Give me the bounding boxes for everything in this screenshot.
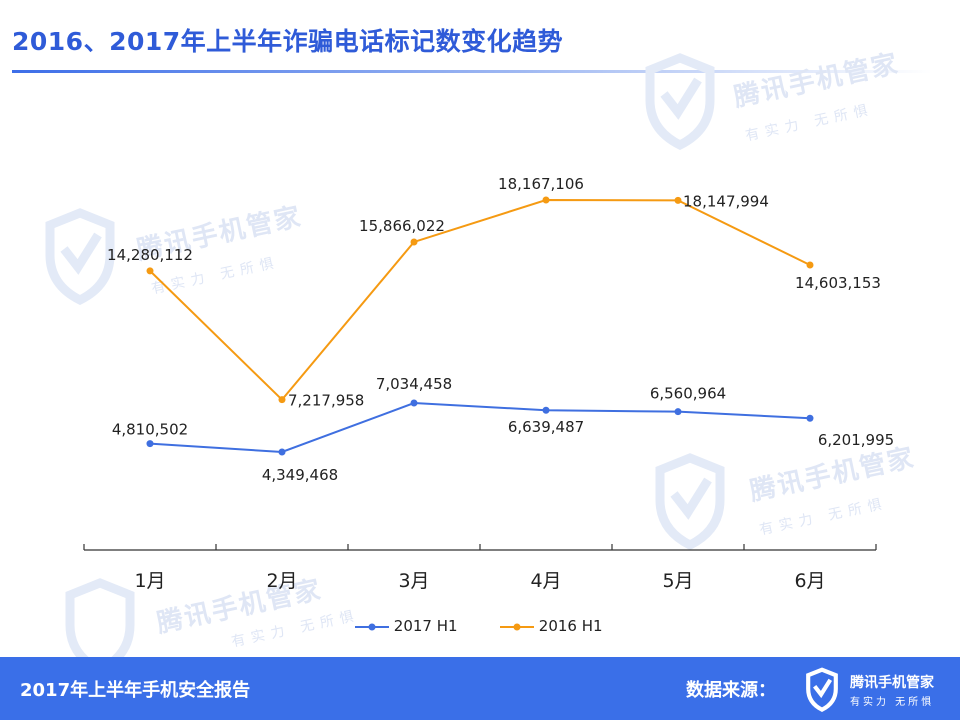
x-tick-label: 2月	[266, 570, 297, 592]
x-tick-label: 4月	[530, 570, 561, 592]
data-point	[278, 448, 286, 456]
brand-slogan: 有实力 无所惧	[850, 697, 935, 708]
data-label: 6,201,995	[818, 431, 894, 449]
legend: 2017 H1 2016 H1	[0, 617, 960, 647]
chart-title: 2016、2017年上半年诈骗电话标记数变化趋势	[12, 27, 564, 56]
data-point	[806, 414, 814, 422]
data-label: 15,866,022	[359, 217, 445, 235]
legend-label-2017: 2017 H1	[393, 617, 458, 635]
report-name: 2017年上半年手机安全报告	[20, 680, 251, 701]
data-label: 7,034,458	[376, 375, 452, 393]
data-label: 14,603,153	[795, 274, 881, 292]
source-label: 数据来源：	[686, 680, 776, 701]
data-point	[542, 196, 550, 204]
x-tick-label: 5月	[662, 570, 693, 592]
data-point	[542, 406, 550, 414]
series-line	[149, 402, 811, 454]
brand-name: 腾讯手机管家	[850, 675, 934, 691]
data-label: 4,810,502	[112, 421, 188, 439]
legend-label-2016: 2016 H1	[538, 617, 603, 635]
data-point	[410, 238, 418, 246]
tencent-shield-logo-icon	[806, 667, 838, 712]
data-point	[146, 267, 154, 275]
data-label: 18,147,994	[683, 192, 769, 210]
legend-item-2017[interactable]: 2017 H1	[355, 617, 458, 635]
data-label: 7,217,958	[288, 392, 364, 410]
data-point	[146, 440, 154, 448]
data-point	[674, 408, 682, 416]
data-point	[278, 396, 286, 404]
data-point	[674, 196, 682, 204]
data-label: 6,560,964	[650, 385, 726, 403]
data-label: 6,639,487	[508, 418, 584, 436]
data-label: 18,167,106	[498, 175, 584, 193]
title-underline	[12, 70, 932, 73]
x-tick-label: 1月	[134, 570, 165, 592]
x-tick-label: 6月	[794, 570, 825, 592]
legend-marker-2017	[355, 623, 389, 630]
x-tick-label: 3月	[398, 570, 429, 592]
legend-marker-2016	[500, 623, 534, 630]
data-label: 4,349,468	[262, 466, 338, 484]
data-label: 14,280,112	[107, 246, 193, 264]
legend-item-2016[interactable]: 2016 H1	[500, 617, 603, 635]
data-point	[410, 399, 418, 407]
series-line	[149, 198, 811, 402]
data-point	[806, 261, 814, 269]
line-chart: 1月 2月 3月 4月 5月 6月 4,810,502 4,349,468 7,034,458 6…	[83, 175, 894, 592]
footer-bar: 2017年上半年手机安全报告 数据来源： 腾讯手机管家 有实力 无所惧	[0, 657, 960, 720]
